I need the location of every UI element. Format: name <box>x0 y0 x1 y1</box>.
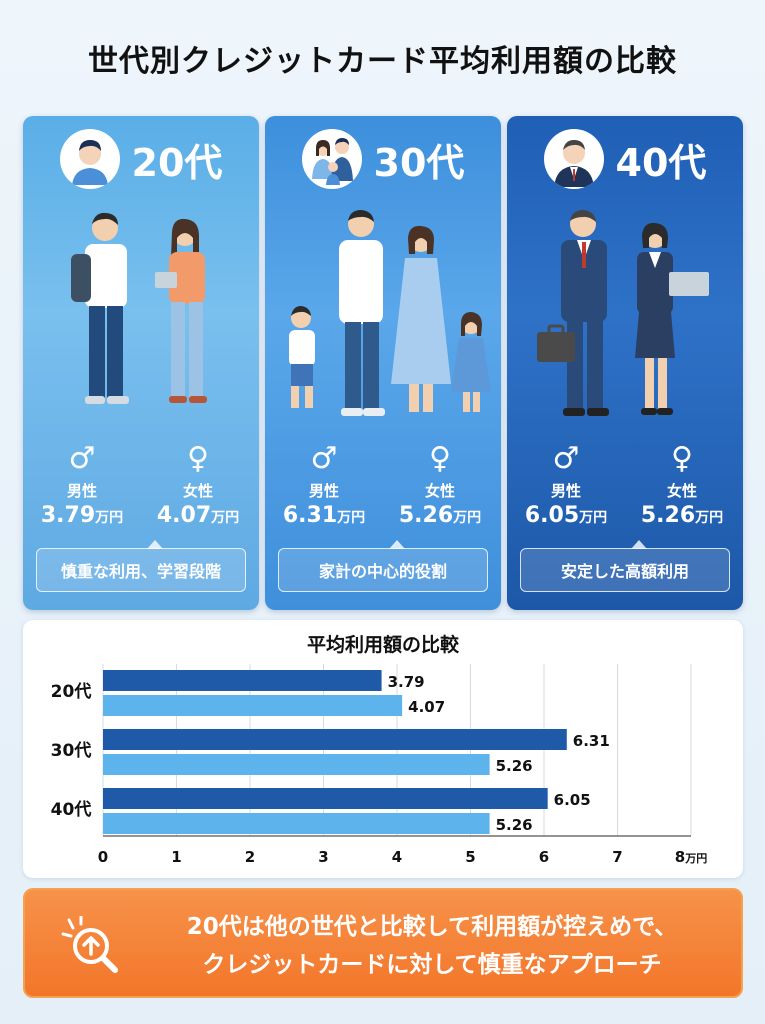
panel-header: 20代 <box>23 116 259 202</box>
tag-notch <box>389 540 405 549</box>
bar <box>103 670 382 691</box>
category-label: 20代 <box>51 681 92 702</box>
bar <box>103 729 567 750</box>
female-value: 5.26万円 <box>627 503 737 528</box>
female-amount: 5.26 <box>398 503 454 528</box>
bar <box>103 788 548 809</box>
male-amount: 6.05 <box>524 503 580 528</box>
male-value: 3.79万円 <box>27 503 137 528</box>
bar-chart: 0 1 2 3 4 5 6 7 8万円 20代 3.79 4.07 30代 6.31 5.26 40代 6.05… <box>51 664 707 866</box>
unit-label: 万円 <box>579 510 608 526</box>
businessman-avatar-icon <box>543 129 604 189</box>
age-label: 40代 <box>615 140 707 185</box>
data-label: 5.26 <box>496 757 533 775</box>
unit-label: 万円 <box>695 510 724 526</box>
tag-text: 安定した高額利用 <box>560 562 689 581</box>
panel-header: 30代 <box>265 116 501 202</box>
male-symbol-icon: ♂ <box>310 441 338 476</box>
tag-notch <box>631 540 647 549</box>
male-label: 男性 <box>308 482 339 500</box>
unit-label: 万円 <box>337 510 366 526</box>
female-label: 女性 <box>424 482 455 500</box>
data-label: 4.07 <box>408 698 445 716</box>
bar <box>103 813 490 834</box>
bar-chart-card: 平均利用額の比較 0 1 2 3 4 5 6 7 8万円 20代 3.79 4.07 30代 6.31 5.… <box>23 620 743 878</box>
female-amount: 4.07 <box>156 503 212 528</box>
bar <box>103 695 403 716</box>
x-tick-label: 1 <box>171 848 181 866</box>
x-tick-label: 4 <box>392 848 402 866</box>
conclusion-banner: 20代は他の世代と比較して利用額が控えめで、 クレジットカードに対して慎重なアプ… <box>23 888 743 998</box>
category-label: 30代 <box>51 740 92 761</box>
panel-tag: 安定した高額利用 <box>520 540 730 592</box>
gender-values: ♂ 男性 6.31万円 ♀ 女性 5.26万円 <box>265 442 501 542</box>
family-illustration <box>265 208 501 548</box>
female-column: ♀ 女性 5.26万円 <box>627 441 737 529</box>
panel-20s: 20代 <box>23 116 259 610</box>
female-value: 5.26万円 <box>385 503 495 528</box>
female-label: 女性 <box>182 482 213 500</box>
page-title: 世代別クレジットカード平均利用額の比較 <box>88 44 677 79</box>
panel-tag: 家計の中心的役割 <box>278 540 488 592</box>
young-man-avatar-icon <box>59 129 120 189</box>
x-tick-label: 2 <box>245 848 255 866</box>
tag-text: 家計の中心的役割 <box>318 562 447 581</box>
panel-tag: 慎重な利用、学習段階 <box>36 540 246 592</box>
data-label: 6.05 <box>554 791 591 809</box>
x-tick-label: 7 <box>612 848 622 866</box>
male-value: 6.05万円 <box>511 503 621 528</box>
gender-values: ♂ 男性 3.79万円 ♀ 女性 4.07万円 <box>23 442 259 542</box>
female-value: 4.07万円 <box>143 503 253 528</box>
x-tick-label: 3 <box>318 848 328 866</box>
x-tick-label: 6 <box>539 848 549 866</box>
panel-30s: 30代 <box>265 116 501 610</box>
unit-label: 万円 <box>453 510 482 526</box>
male-column: ♂ 男性 6.05万円 <box>511 441 621 529</box>
x-unit-label: 万円 <box>684 852 707 865</box>
female-symbol-icon: ♀ <box>671 441 693 476</box>
gender-values: ♂ 男性 6.05万円 ♀ 女性 5.26万円 <box>507 442 743 542</box>
panel-40s: 40代 <box>507 116 743 610</box>
x-tick-label: 5 <box>465 848 475 866</box>
female-amount: 5.26 <box>640 503 696 528</box>
data-label: 5.26 <box>496 816 533 834</box>
business-couple-illustration <box>507 208 743 548</box>
tag-text: 慎重な利用、学習段階 <box>60 562 221 581</box>
female-symbol-icon: ♀ <box>429 441 451 476</box>
male-column: ♂ 男性 6.31万円 <box>269 441 379 529</box>
family-avatar-icon <box>301 129 362 189</box>
female-column: ♀ 女性 4.07万円 <box>143 441 253 529</box>
male-label: 男性 <box>66 482 97 500</box>
banner-line-1: 20代は他の世代と比較して利用額が控えめで、 <box>186 914 678 940</box>
age-label: 30代 <box>373 140 465 185</box>
female-label: 女性 <box>666 482 697 500</box>
banner-text: 20代は他の世代と比較して利用額が控えめで、 クレジットカードに対して慎重なアプ… <box>137 908 727 984</box>
category-label: 40代 <box>51 799 92 820</box>
bar <box>103 754 490 775</box>
male-column: ♂ 男性 3.79万円 <box>27 441 137 529</box>
tag-notch <box>147 540 163 549</box>
young-couple-illustration <box>23 208 259 548</box>
x-tick-label: 8万円 <box>675 848 707 866</box>
generation-panels: 20代 <box>23 116 743 610</box>
magnifier-arrow-up-icon <box>61 916 118 973</box>
panel-header: 40代 <box>507 116 743 202</box>
male-symbol-icon: ♂ <box>552 441 580 476</box>
female-column: ♀ 女性 5.26万円 <box>385 441 495 529</box>
male-amount: 3.79 <box>40 503 96 528</box>
unit-label: 万円 <box>211 510 240 526</box>
male-amount: 6.31 <box>282 503 338 528</box>
banner-line-2: クレジットカードに対して慎重なアプローチ <box>202 952 662 978</box>
data-label: 3.79 <box>388 673 425 691</box>
male-symbol-icon: ♂ <box>68 441 96 476</box>
male-value: 6.31万円 <box>269 503 379 528</box>
x-tick-label: 0 <box>98 848 108 866</box>
female-symbol-icon: ♀ <box>187 441 209 476</box>
age-label: 20代 <box>131 140 223 185</box>
data-label: 6.31 <box>573 732 610 750</box>
chart-title: 平均利用額の比較 <box>306 634 459 656</box>
male-label: 男性 <box>550 482 581 500</box>
unit-label: 万円 <box>95 510 124 526</box>
